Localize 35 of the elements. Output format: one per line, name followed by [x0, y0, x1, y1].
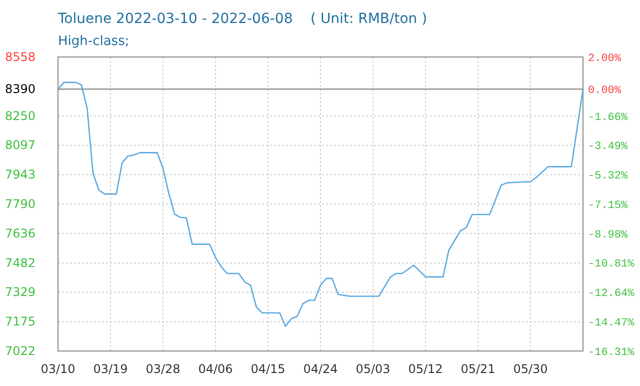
- y2-tick-label: -10.81%: [588, 258, 635, 271]
- chart-subtitle: High-class;: [58, 34, 130, 49]
- y-tick-label: 7175: [5, 314, 36, 329]
- y-tick-label: 7790: [5, 197, 36, 211]
- y-tick-label: 8250: [5, 108, 36, 123]
- y-tick-label: 7943: [5, 168, 36, 182]
- y-tick-label: 7329: [5, 285, 36, 300]
- line-series: [57, 82, 584, 327]
- y-tick-label: 7636: [5, 226, 36, 240]
- x-tick-label: 04/06: [198, 362, 233, 376]
- y2-tick-label: -8.98%: [588, 229, 628, 242]
- y-tick-label: 7022: [5, 344, 36, 358]
- y2-tick-label: -14.47%: [588, 317, 635, 330]
- x-tick-label: 05/03: [356, 362, 390, 376]
- chart-title: Toluene 2022-03-10 - 2022-06-08 ( Unit: RMB/ton ): [57, 11, 428, 27]
- y-tick-label: 8558: [5, 50, 36, 64]
- y2-tick-label: 0.00%: [588, 85, 622, 98]
- y2-tick-label: -5.32%: [588, 170, 628, 183]
- x-tick-label: 05/21: [460, 362, 496, 376]
- x-tick-label: 05/30: [513, 362, 548, 376]
- x-tick-label: 03/28: [146, 362, 180, 376]
- y-tick-label: 8097: [5, 138, 36, 152]
- y-tick-label: 7482: [5, 256, 36, 270]
- y2-tick-label: 2.00%: [588, 53, 622, 65]
- y2-tick-label: -1.66%: [588, 112, 628, 124]
- y2-tick-label: -3.49%: [588, 141, 628, 154]
- x-tick-label: 05/12: [408, 362, 443, 376]
- x-tick-label: 03/19: [93, 362, 128, 376]
- x-tick-label: 04/15: [250, 362, 286, 376]
- x-tick-label: 03/10: [40, 362, 76, 376]
- x-tick-label: 04/24: [303, 362, 338, 376]
- y-tick-label: 8390: [5, 82, 36, 96]
- y2-tick-label: -7.15%: [588, 200, 628, 212]
- y2-tick-label: -16.31%: [588, 347, 635, 359]
- y2-tick-label: -12.64%: [588, 288, 635, 300]
